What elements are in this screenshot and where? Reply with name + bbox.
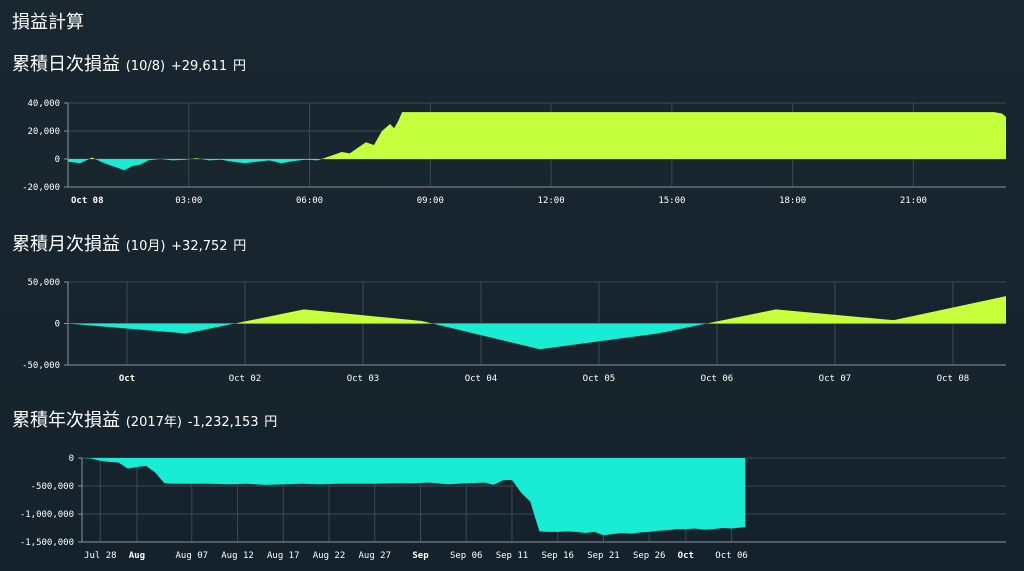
yearly-x-tick-label: Aug [129, 551, 145, 561]
page-title: 損益計算 [12, 12, 84, 33]
monthly-pnl-chart: -50,000 0 50,000 Oct Oct 02 Oct 03 Oct 04 Oct 0… [22, 278, 1006, 384]
daily-total: +29,611 [170, 59, 228, 74]
monthly-total: +32,752 [171, 239, 228, 254]
daily-y-tick-label: 40,000 [27, 99, 60, 109]
yearly-x-tick-label: Aug 12 [221, 551, 254, 561]
yearly-unit: 円 [264, 415, 278, 430]
yearly-x-tick-label: Sep 11 [496, 551, 529, 561]
yearly-y-tick-label: -500,000 [31, 482, 74, 492]
yearly-x-tick-label: Aug 22 [313, 551, 346, 561]
yearly-x-tick-label: Sep 16 [541, 551, 574, 561]
monthly-x-tick-label: Oct 03 [347, 374, 380, 384]
monthly-x-tick-label: Oct 02 [229, 374, 262, 384]
yearly-pnl-chart: 0 -500,000 -1,000,000 -1,500,000 Jul 28 Aug Au… [20, 454, 1006, 561]
daily-unit: 円 [232, 59, 246, 74]
yearly-x-tick-label: Oct [678, 551, 694, 561]
daily-y-tick-label: -20,000 [22, 183, 60, 193]
yearly-x-tick-label: Aug 27 [358, 551, 391, 561]
daily-x-tick-label: 06:00 [296, 196, 323, 206]
daily-x-tick-label: 18:00 [779, 196, 806, 206]
yearly-x-tick-label: Sep 06 [450, 551, 483, 561]
monthly-y-tick-label: -50,000 [22, 361, 60, 371]
yearly-y-tick-label: -1,500,000 [20, 538, 74, 548]
yearly-x-tick-label: Sep [412, 551, 429, 561]
monthly-x-tick-label: Oct 06 [701, 374, 734, 384]
yearly-x-tick-label: Sep 26 [633, 551, 666, 561]
daily-heading-label: 累積日次損益 [12, 54, 120, 75]
monthly-period: (10月) [125, 239, 166, 254]
monthly-y-tick-label: 50,000 [27, 278, 60, 288]
daily-y-tick-label: 0 [55, 155, 60, 165]
monthly-x-tick-label: Oct 07 [819, 374, 852, 384]
yearly-x-tick-label: Aug 17 [267, 551, 300, 561]
yearly-x-tick-label: Aug 07 [176, 551, 209, 561]
yearly-y-tick-label: -1,000,000 [20, 510, 74, 520]
monthly-section-heading: 累積月次損益 (10月) +32,752 円 [12, 230, 246, 256]
monthly-heading-label: 累積月次損益 [12, 234, 120, 255]
daily-x-tick-label: 09:00 [417, 196, 444, 206]
daily-pnl-chart: -20,000 0 20,000 40,000 Oct 08 03:00 06:00 09:0… [22, 99, 1006, 206]
monthly-x-tick-label: Oct 04 [465, 374, 498, 384]
daily-x-tick-label: 21:00 [900, 196, 927, 206]
monthly-x-tick-label: Oct [119, 374, 135, 384]
daily-area-positive [68, 112, 1006, 159]
yearly-x-tick-label: Oct 06 [715, 551, 748, 561]
yearly-section-heading: 累積年次損益 (2017年) -1,232,153 円 [12, 406, 277, 432]
yearly-y-tick-label: 0 [69, 454, 74, 464]
yearly-heading-label: 累積年次損益 [12, 410, 120, 431]
monthly-area-negative [68, 323, 1006, 350]
daily-y-tick-label: 20,000 [27, 127, 60, 137]
daily-x-tick-label: 12:00 [538, 196, 565, 206]
monthly-unit: 円 [233, 239, 247, 254]
monthly-y-tick-label: 0 [55, 320, 60, 330]
yearly-x-tick-label: Jul 28 [84, 551, 117, 561]
daily-x-tick-label: Oct 08 [71, 196, 104, 206]
yearly-total: -1,232,153 [187, 415, 259, 430]
yearly-period: (2017年) [125, 415, 182, 430]
monthly-area-positive [68, 296, 1006, 324]
daily-x-tick-label: 15:00 [658, 196, 685, 206]
daily-section-heading: 累積日次損益 (10/8) +29,611 円 [12, 50, 246, 76]
yearly-area-negative [82, 458, 746, 536]
daily-x-tick-label: 03:00 [175, 196, 202, 206]
monthly-x-tick-label: Oct 05 [583, 374, 616, 384]
daily-period: (10/8) [125, 59, 166, 74]
yearly-x-tick-label: Sep 21 [587, 551, 620, 561]
monthly-x-tick-label: Oct 08 [937, 374, 970, 384]
